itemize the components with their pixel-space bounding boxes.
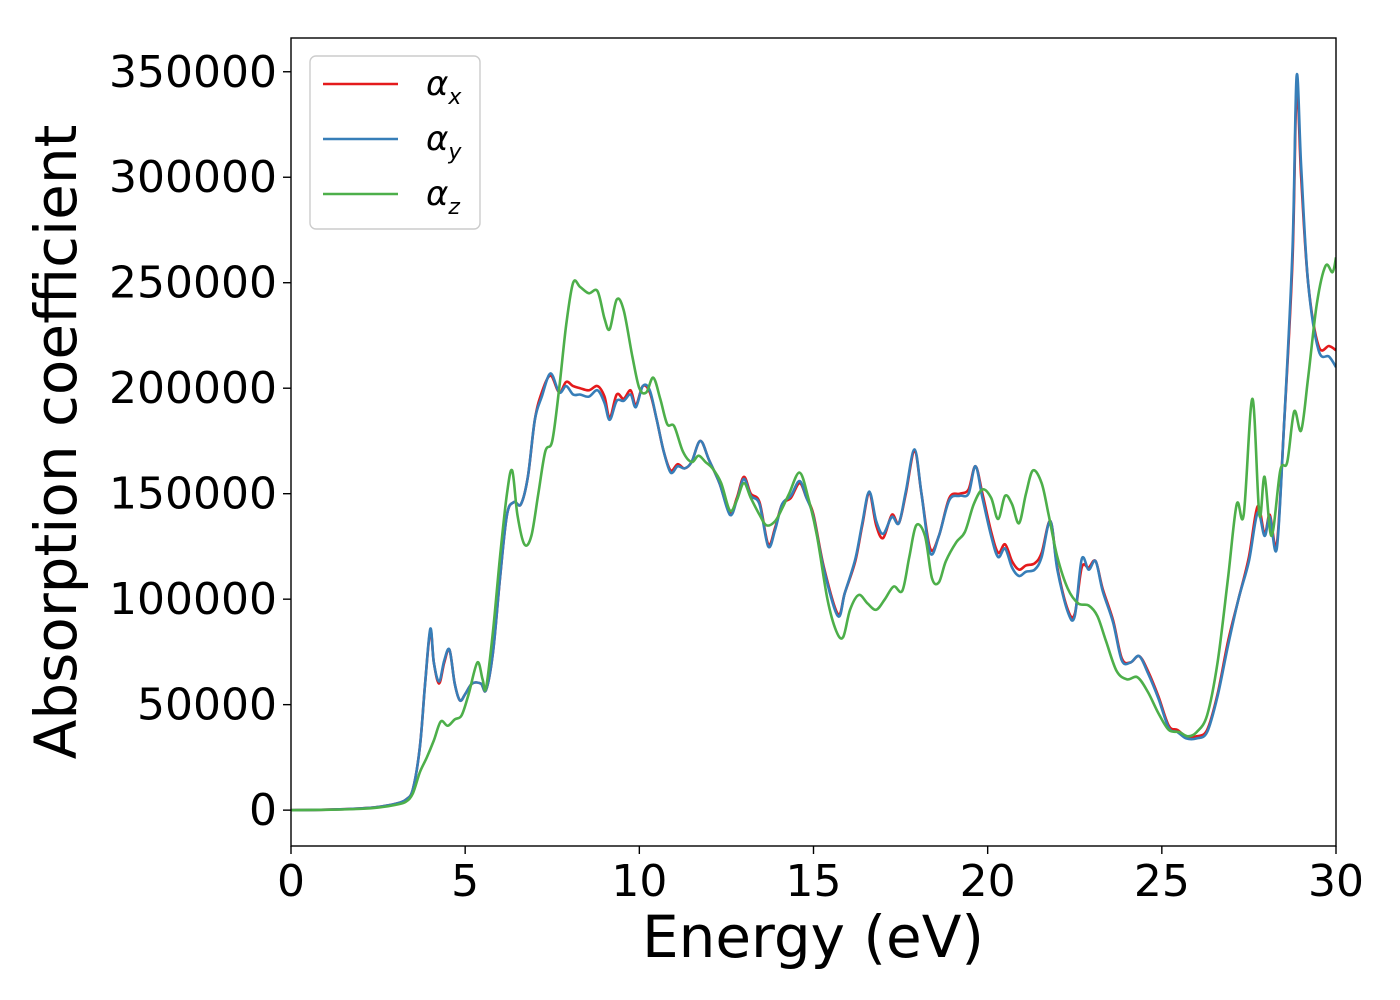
x-axis: 0 5 10 15 20 25 30 [277, 846, 1364, 907]
y-tick-label: 50000 [137, 680, 277, 731]
y-tick-label: 350000 [109, 47, 277, 98]
x-tick-label: 0 [277, 856, 305, 907]
x-tick-label: 5 [451, 856, 479, 907]
x-tick-label: 15 [786, 856, 842, 907]
y-axis-title: Absorption coefficient [22, 125, 90, 760]
series-layer [291, 72, 1336, 812]
legend-label-y: αy [426, 119, 462, 165]
y-axis: 0 50000 100000 150000 200000 250000 300000 3500… [109, 47, 291, 836]
y-tick-label: 250000 [109, 258, 277, 309]
y-tick-label: 150000 [109, 469, 277, 520]
x-tick-label: 30 [1308, 856, 1364, 907]
legend-box [309, 55, 481, 230]
x-tick-label: 25 [1134, 856, 1190, 907]
x-tick-label: 20 [960, 856, 1016, 907]
series-line-z [291, 257, 1336, 812]
x-axis-title: Energy (eV) [642, 903, 984, 971]
legend-label-z: αz [426, 174, 460, 220]
y-tick-label: 0 [249, 785, 277, 836]
legend: αx αy αz [309, 55, 481, 230]
y-tick-label: 100000 [109, 574, 277, 625]
y-tick-label: 200000 [109, 363, 277, 414]
x-tick-label: 10 [611, 856, 667, 907]
legend-label-x: αx [426, 64, 462, 110]
y-tick-label: 300000 [109, 152, 277, 203]
